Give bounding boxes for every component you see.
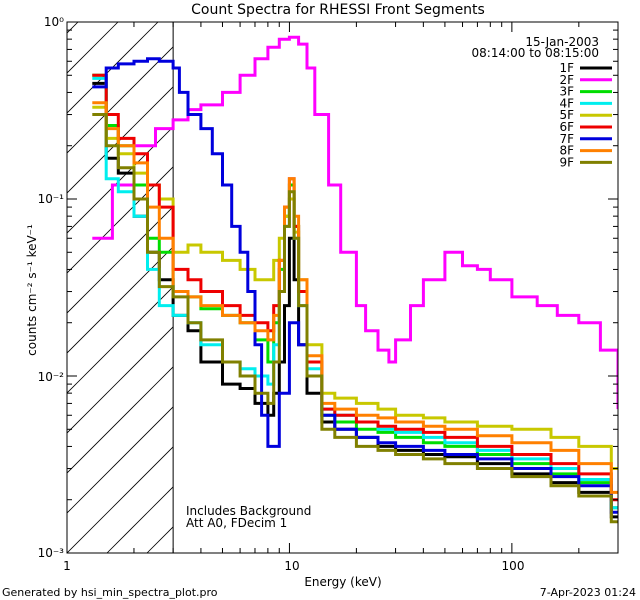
hatch-line: [67, 406, 174, 514]
legend-label-2F: 2F: [559, 73, 574, 87]
legend-label-3F: 3F: [559, 85, 574, 99]
footer-generated-by: Generated by hsi_min_spectra_plot.pro: [2, 586, 218, 599]
legend-label-1F: 1F: [559, 61, 574, 75]
y-tick-label-1e0: 10⁰: [44, 15, 64, 29]
series-line-7F: [92, 57, 618, 514]
x-tick-label-10: 10: [284, 559, 299, 573]
hatch-line: [67, 46, 174, 154]
hatch-line: [67, 22, 79, 34]
y-tick-label-1e-1: 10⁻¹: [38, 192, 65, 206]
series-line-1F: [92, 81, 618, 519]
legend-label-6F: 6F: [559, 120, 574, 134]
hatch-line: [67, 206, 174, 314]
hatch-line: [67, 366, 174, 474]
legend-label-7F: 7F: [559, 132, 574, 146]
hatch-line: [67, 22, 159, 114]
annotation-attenuator: Att A0, FDecim 1: [186, 516, 287, 530]
x-tick-label-1: 1: [63, 559, 71, 573]
chart-title: Count Spectra for RHESSI Front Segments: [191, 2, 485, 18]
time-range-label: 08:14:00 to 08:15:00: [472, 46, 599, 60]
legend-label-8F: 8F: [559, 144, 574, 158]
y-tick-label-1e-3: 10⁻³: [38, 546, 65, 560]
hatch-line: [67, 326, 174, 434]
hatch-line: [67, 446, 174, 553]
y-tick-label-1e-2: 10⁻²: [38, 370, 65, 384]
y-axis-label: counts cm⁻² s⁻¹ keV⁻¹: [25, 224, 39, 356]
plot-frame: [66, 21, 619, 554]
footer-timestamp: 7-Apr-2023 01:24: [540, 586, 636, 599]
series-lines: [92, 35, 618, 524]
series-line-9F: [92, 113, 618, 524]
x-axis-label: Energy (keV): [304, 575, 381, 589]
date-label: 15-Jan-2003: [525, 35, 599, 49]
annotation-background: Includes Background: [186, 504, 311, 518]
hatch-line: [67, 246, 174, 354]
legend-label-4F: 4F: [559, 96, 574, 110]
hatch-line: [67, 286, 174, 394]
series-line-2F: [92, 35, 618, 410]
hatch-line: [67, 126, 174, 234]
hatch-line: [67, 86, 174, 194]
legend-label-9F: 9F: [559, 155, 574, 169]
axis-ticks: [66, 22, 619, 554]
x-tick-label-100: 100: [502, 559, 525, 573]
legend-label-5F: 5F: [559, 108, 574, 122]
